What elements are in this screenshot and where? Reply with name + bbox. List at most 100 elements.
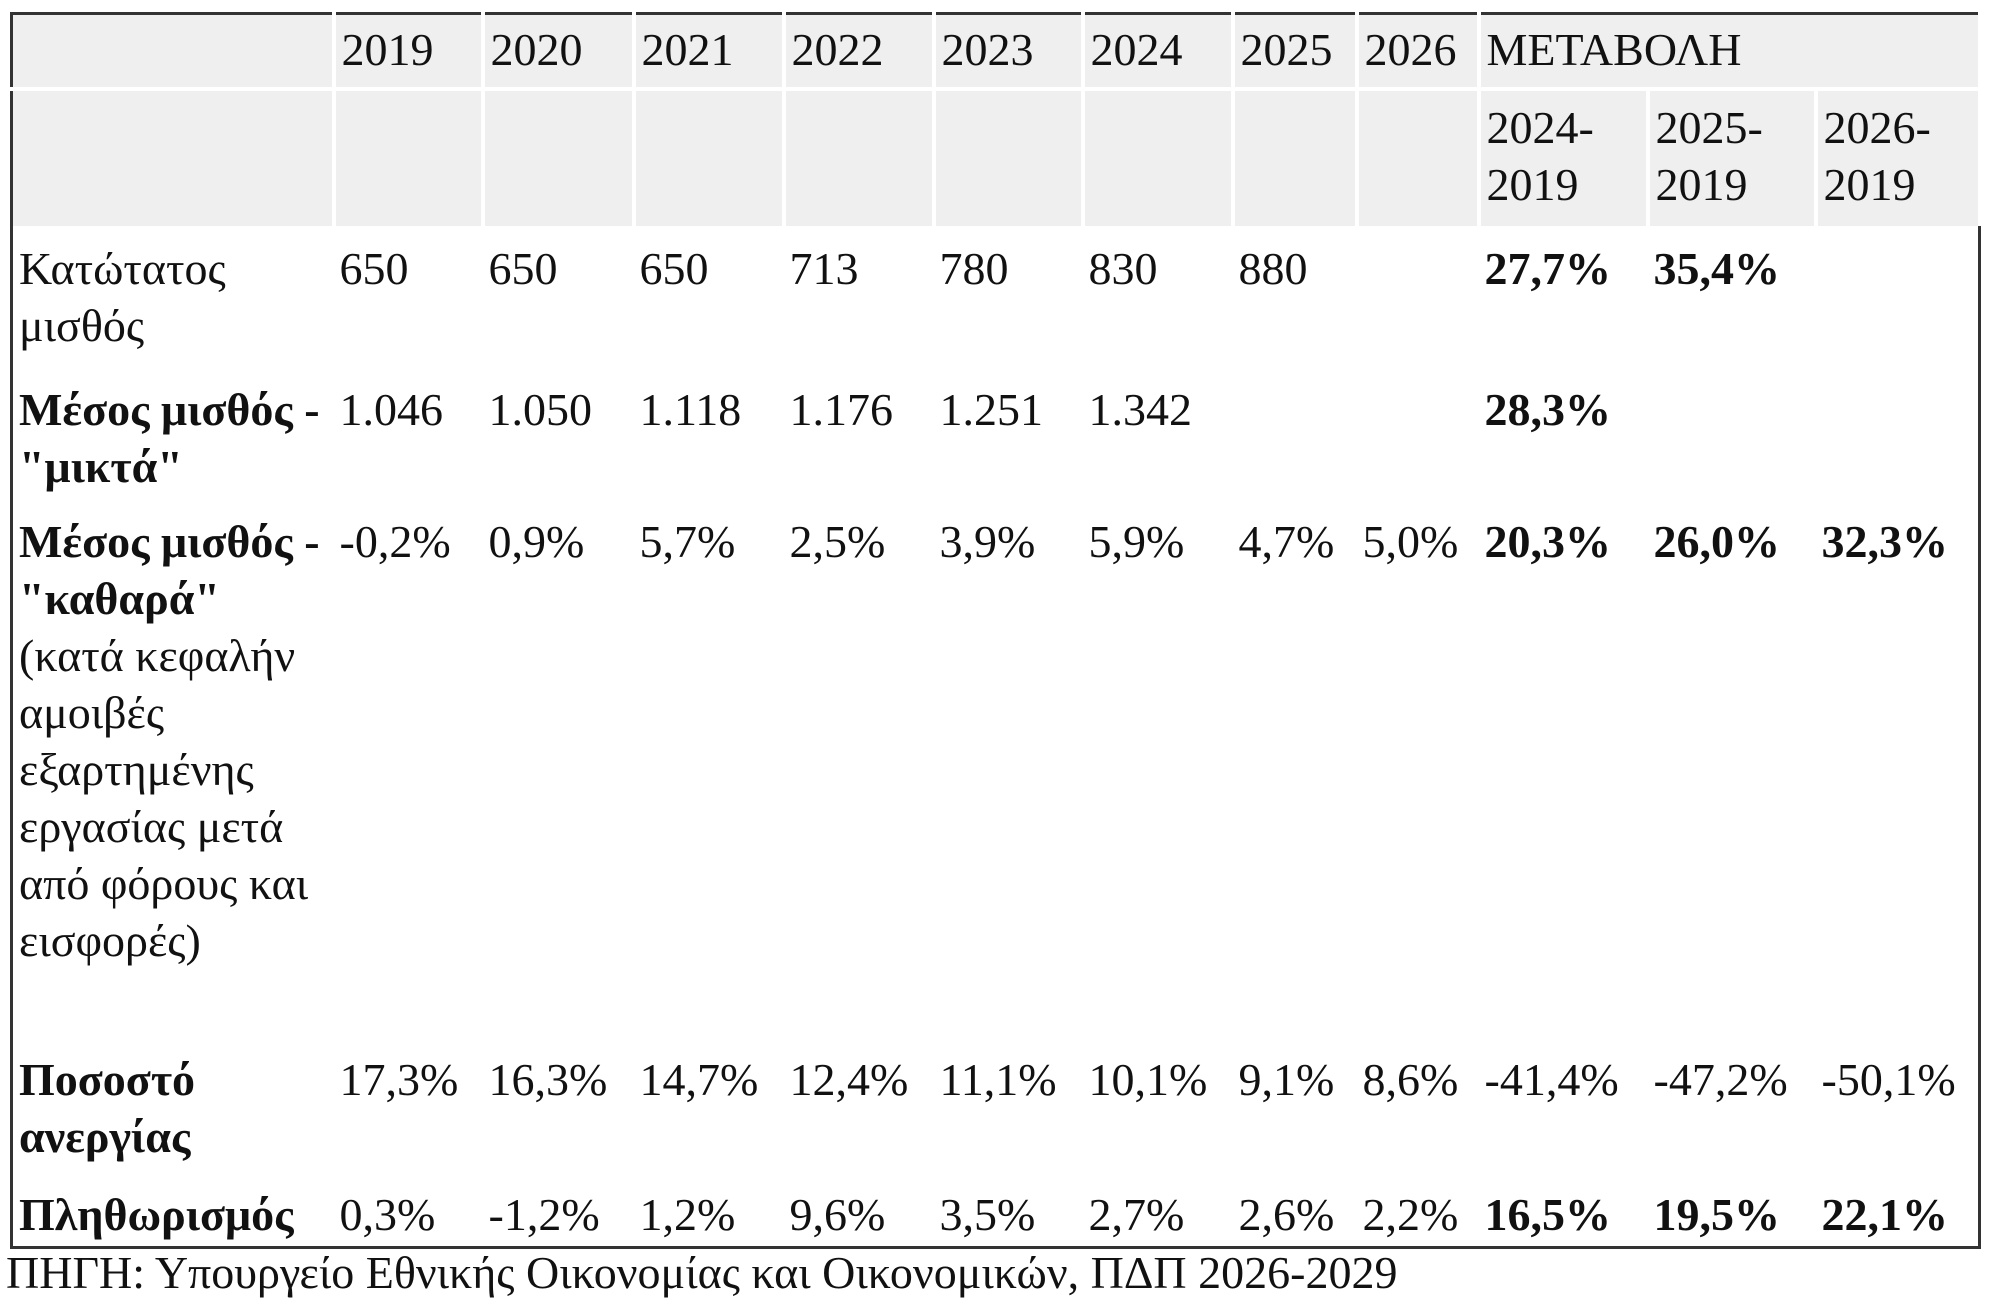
table-row: Μέσος μισθός - "καθαρά" (κατά κεφαλήν αμ…: [12, 507, 1980, 1045]
row-label: Μέσος μισθός - "καθαρά": [19, 516, 320, 624]
value-cell: 3,5%: [934, 1180, 1083, 1248]
value-cell: 780: [934, 226, 1083, 375]
value-cell: 5,7%: [634, 507, 784, 1045]
row-label: Πληθωρισμός: [19, 1189, 294, 1240]
cell-value: -1,2%: [488, 1189, 600, 1240]
row-label: Μέσος μισθός - "μικτά": [19, 384, 320, 492]
cell-value: 713: [789, 243, 859, 294]
cell-value: 1.050: [488, 384, 593, 435]
value-cell: 5,0%: [1357, 507, 1479, 1045]
year-label: 2022: [791, 24, 884, 75]
value-cell: 1,2%: [634, 1180, 784, 1248]
cell-value: 32,3%: [1821, 516, 1949, 567]
year-label: 2023: [941, 24, 1034, 75]
value-cell: 17,3%: [334, 1045, 483, 1180]
value-cell: -47,2%: [1648, 1045, 1816, 1180]
value-cell: 2,2%: [1357, 1180, 1479, 1248]
cell-value: -47,2%: [1653, 1054, 1788, 1105]
header-cell: [783, 89, 936, 226]
cell-value: 10,1%: [1088, 1054, 1208, 1105]
header-cell: 2021: [633, 13, 786, 91]
header-cell: [333, 89, 485, 226]
value-cell: -1,2%: [483, 1180, 634, 1248]
cell-value: 1.046: [339, 384, 444, 435]
cell-value: 880: [1238, 243, 1308, 294]
cell-value: 12,4%: [789, 1054, 909, 1105]
value-cell: [1357, 375, 1479, 507]
cell-value: 3,5%: [939, 1189, 1036, 1240]
header-cell: [11, 89, 336, 226]
value-cell: 830: [1083, 226, 1233, 375]
cell-value: 28,3%: [1484, 384, 1612, 435]
cell-value: 22,1%: [1821, 1189, 1949, 1240]
cell-value: 650: [639, 243, 709, 294]
header-cell: [1356, 89, 1481, 226]
value-cell: 650: [483, 226, 634, 375]
header-row: 2019 2020 2021 2022 2023 2024 2025 2026 ΜΕΤΑΒΟΛΗ: [11, 13, 1982, 91]
cell-value: 5,9%: [1088, 516, 1185, 567]
change-title: ΜΕΤΑΒΟΛΗ: [1486, 24, 1742, 75]
table-row: Ποσοστό ανεργίας 17,3% 16,3% 14,7% 12,4% 11,1…: [12, 1045, 1980, 1180]
value-cell: 5,9%: [1083, 507, 1233, 1045]
cell-value: 2,6%: [1238, 1189, 1335, 1240]
value-cell: 35,4%: [1648, 226, 1816, 375]
value-cell: -50,1%: [1816, 1045, 1980, 1180]
value-cell: 9,6%: [784, 1180, 934, 1248]
cell-value: 1.118: [639, 384, 742, 435]
cell-value: 1.342: [1088, 384, 1193, 435]
header-cell: [633, 89, 786, 226]
value-cell: -41,4%: [1479, 1045, 1648, 1180]
value-cell: 3,9%: [934, 507, 1083, 1045]
value-cell: 27,7%: [1479, 226, 1648, 375]
header-cell: 2026-2019: [1815, 89, 1982, 226]
value-cell: 9,1%: [1233, 1045, 1357, 1180]
cell-value: -41,4%: [1484, 1054, 1619, 1105]
row-label-cell: Κατώτατος μισθός: [12, 226, 334, 375]
row-label: Κατώτατος μισθός: [19, 243, 226, 351]
cell-value: -0,2%: [339, 516, 451, 567]
cell-value: 14,7%: [639, 1054, 759, 1105]
value-cell: 8,6%: [1357, 1045, 1479, 1180]
value-cell: 22,1%: [1816, 1180, 1980, 1248]
header-cell: 2020: [482, 13, 636, 91]
table-row: Πληθωρισμός 0,3% -1,2% 1,2% 9,6% 3,5% 2,7% 2,6%…: [12, 1180, 1980, 1248]
cell-value: 0,3%: [339, 1189, 436, 1240]
value-cell: 26,0%: [1648, 507, 1816, 1045]
cell-value: 0,9%: [488, 516, 585, 567]
cell-value: 26,0%: [1653, 516, 1781, 567]
cell-value: 1.176: [789, 384, 894, 435]
value-cell: [1816, 375, 1980, 507]
value-cell: 0,9%: [483, 507, 634, 1045]
cell-value: 11,1%: [939, 1054, 1057, 1105]
value-cell: 1.050: [483, 375, 634, 507]
value-cell: 28,3%: [1479, 375, 1648, 507]
year-label: 2021: [641, 24, 734, 75]
cell-value: -50,1%: [1821, 1054, 1956, 1105]
value-cell: 10,1%: [1083, 1045, 1233, 1180]
header-cell: [1232, 89, 1359, 226]
header-cell: 2023: [933, 13, 1085, 91]
row-label-cell: Μέσος μισθός - "μικτά": [12, 375, 334, 507]
cell-value: 780: [939, 243, 1009, 294]
header-cell: 2024: [1082, 13, 1235, 91]
header-cell: 2025-2019: [1647, 89, 1818, 226]
value-cell: 1.342: [1083, 375, 1233, 507]
cell-value: 3,9%: [939, 516, 1036, 567]
value-cell: [1648, 375, 1816, 507]
cell-value: 1,2%: [639, 1189, 736, 1240]
value-cell: 32,3%: [1816, 507, 1980, 1045]
cell-value: 9,1%: [1238, 1054, 1335, 1105]
value-cell: 1.118: [634, 375, 784, 507]
cell-value: 17,3%: [339, 1054, 459, 1105]
cell-value: 16,3%: [488, 1054, 608, 1105]
header-cell: [11, 13, 336, 91]
source-note: ΠΗΓΗ: Υπουργείο Εθνικής Οικονομίας και Ο…: [6, 1247, 1398, 1298]
cell-value: 8,6%: [1362, 1054, 1459, 1105]
value-cell: 2,5%: [784, 507, 934, 1045]
cell-value: 1.251: [939, 384, 1044, 435]
change-period: 2025-2019: [1655, 102, 1763, 210]
cell-value: 27,7%: [1484, 243, 1612, 294]
cell-value: 5,0%: [1362, 516, 1459, 567]
